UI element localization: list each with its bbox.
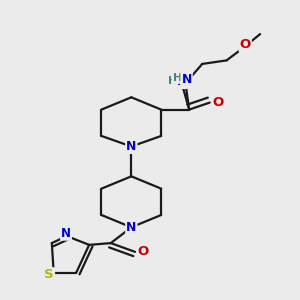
Text: H: H: [168, 76, 177, 86]
Text: O: O: [138, 245, 149, 258]
Text: H: H: [172, 73, 182, 83]
Text: N: N: [61, 227, 71, 240]
Text: S: S: [44, 268, 54, 281]
Text: N: N: [176, 75, 187, 88]
Text: N: N: [182, 73, 192, 85]
Text: O: O: [240, 38, 251, 51]
Text: N: N: [126, 140, 136, 153]
Text: N: N: [126, 221, 136, 234]
Text: O: O: [212, 96, 224, 109]
